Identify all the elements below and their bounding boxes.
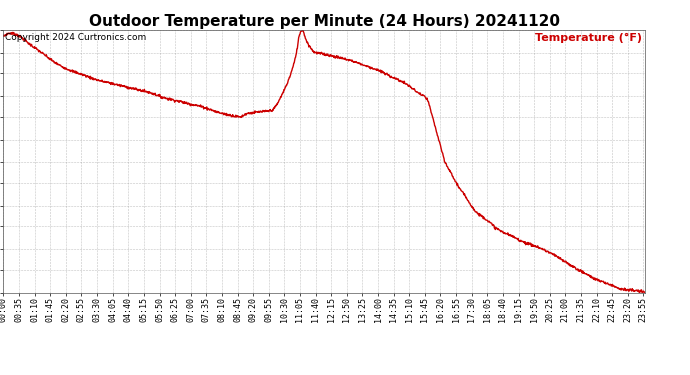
Title: Outdoor Temperature per Minute (24 Hours) 20241120: Outdoor Temperature per Minute (24 Hours… xyxy=(89,14,560,29)
Text: Copyright 2024 Curtronics.com: Copyright 2024 Curtronics.com xyxy=(5,33,146,42)
Text: Temperature (°F): Temperature (°F) xyxy=(535,33,642,43)
